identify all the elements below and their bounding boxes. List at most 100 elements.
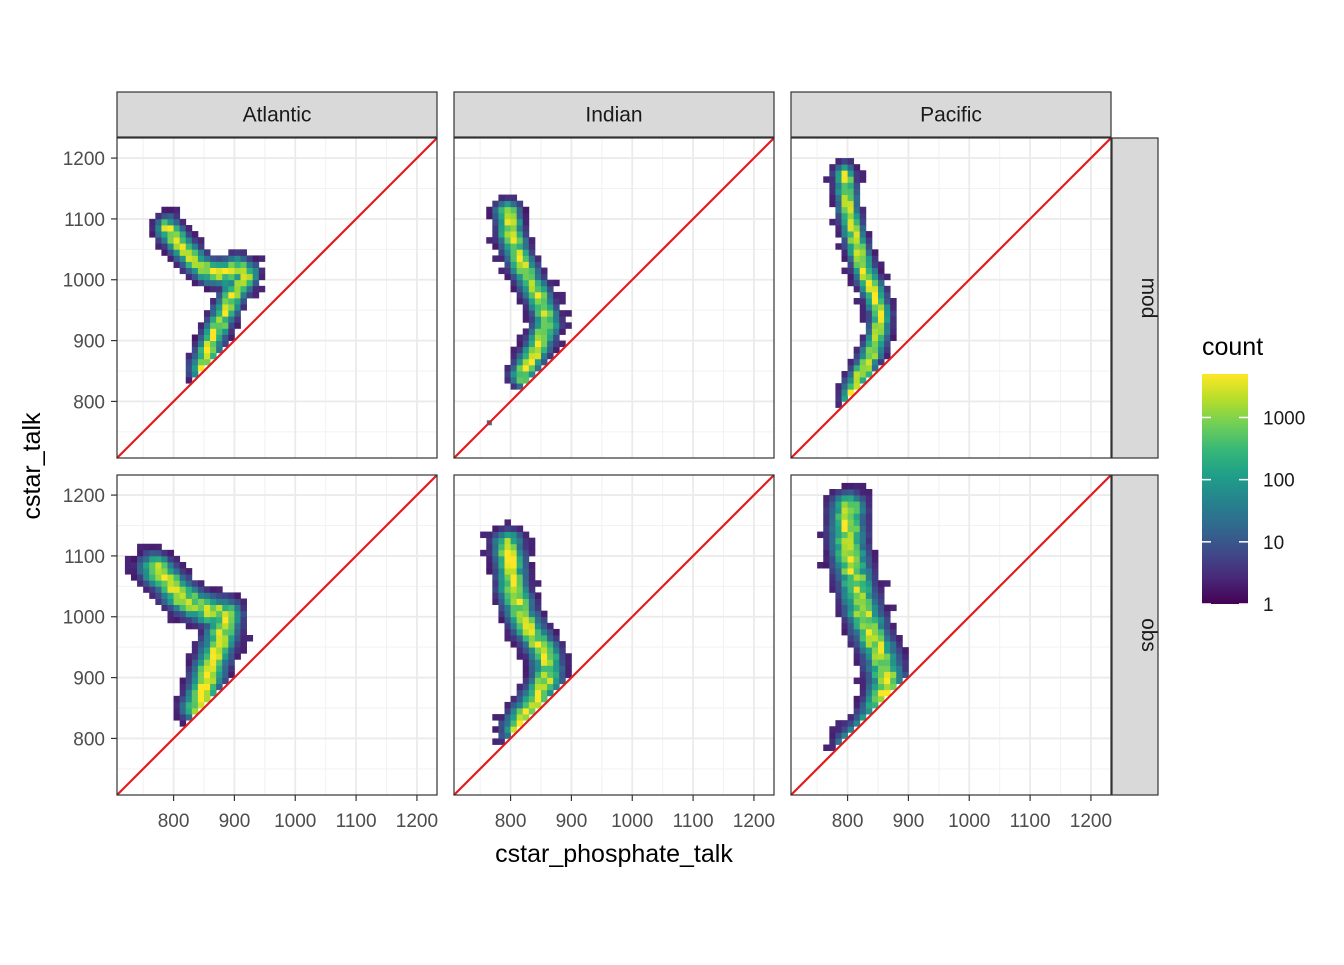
heatmap-bin: [504, 708, 511, 715]
heatmap-bin: [847, 255, 855, 262]
heatmap-bin: [498, 224, 505, 232]
heatmap-bin: [859, 701, 867, 709]
heatmap-bin: [504, 568, 511, 575]
heatmap-bin: [871, 580, 879, 587]
heatmap-bin: [197, 677, 205, 685]
heatmap-bin: [155, 568, 162, 575]
heatmap-bin: [137, 543, 144, 551]
heatmap-bin: [853, 592, 861, 599]
heatmap-bin: [853, 482, 861, 490]
heatmap-bin: [847, 249, 855, 256]
heatmap-bin: [859, 304, 867, 311]
heatmap-bin: [130, 561, 138, 569]
heatmap-bin: [228, 641, 235, 648]
heatmap-bin: [877, 628, 885, 636]
heatmap-bin: [547, 316, 554, 323]
heatmap-bin: [216, 298, 223, 305]
heatmap-bin: [841, 537, 848, 545]
heatmap-bin: [835, 738, 842, 745]
panel-indian-mod: Indian: [453, 91, 775, 459]
heatmap-bin: [896, 653, 903, 660]
heatmap-bin: [504, 604, 511, 612]
heatmap-bin: [859, 377, 867, 384]
heatmap-bin: [234, 322, 241, 329]
heatmap-bin: [510, 549, 518, 557]
heatmap-bin: [498, 218, 505, 226]
heatmap-bin: [155, 231, 162, 238]
heatmap-bin: [210, 683, 217, 691]
heatmap-bin: [835, 164, 842, 171]
heatmap-bin: [871, 255, 879, 262]
heatmap-bin: [137, 574, 144, 581]
heatmap-bin: [522, 358, 530, 366]
heatmap-bin: [504, 586, 511, 593]
heatmap-bin: [504, 732, 511, 739]
heatmap-bin: [522, 206, 530, 214]
heatmap-bin: [841, 616, 848, 624]
heatmap-bin: [234, 610, 241, 618]
heatmap-bin: [504, 377, 511, 384]
heatmap-bin: [522, 371, 530, 378]
heatmap-bin: [528, 653, 536, 660]
heatmap-bin: [522, 279, 530, 287]
heatmap-bin: [853, 267, 861, 275]
heatmap-bins: [486, 194, 572, 426]
heatmap-bin: [234, 298, 241, 305]
heatmap-bin: [216, 279, 223, 287]
heatmap-bin: [191, 273, 199, 281]
heatmap-bin: [829, 218, 836, 226]
heatmap-bin: [130, 555, 138, 563]
heatmap-bin: [847, 200, 855, 208]
heatmap-bin: [228, 279, 235, 287]
heatmap-bin: [228, 653, 235, 660]
heatmap-bin: [859, 346, 867, 354]
heatmap-bin: [197, 334, 205, 341]
heatmap-bin: [884, 683, 891, 691]
heatmap-bin: [216, 647, 223, 654]
heatmap-bin: [228, 328, 235, 335]
heatmap-bin: [853, 574, 861, 581]
legend-tick-label: 1: [1263, 595, 1274, 616]
heatmap-bin: [890, 647, 897, 654]
heatmap-bin: [865, 574, 873, 581]
heatmap-bin: [853, 598, 861, 605]
heatmap-bin: [890, 653, 897, 660]
heatmap-bin: [853, 659, 861, 666]
heatmap-bin: [553, 322, 560, 329]
heatmap-bin: [829, 501, 836, 508]
heatmap-bin: [197, 580, 205, 587]
heatmap-bin: [547, 310, 554, 317]
panel-border: [453, 474, 775, 796]
heatmap-bin: [877, 267, 885, 275]
heatmap-bin: [252, 261, 260, 268]
heatmap-bin: [890, 665, 897, 672]
facet-label-obs: obs: [1137, 618, 1160, 652]
heatmap-bin: [841, 513, 848, 520]
heatmap-bin: [173, 261, 181, 268]
x-tick-label: 1200: [733, 811, 775, 832]
heatmap-bin: [522, 537, 530, 545]
heatmap-bin: [865, 653, 873, 660]
heatmap-bin: [853, 628, 861, 636]
heatmap-bin: [853, 555, 861, 563]
heatmap-bin: [841, 622, 848, 630]
heatmap-bin: [498, 574, 505, 581]
heatmap-bin: [829, 543, 836, 551]
heatmap-bin: [884, 273, 891, 281]
heatmap-bin: [859, 170, 867, 177]
heatmap-bin: [155, 580, 162, 587]
heatmap-bin: [847, 507, 855, 514]
heatmap-bin: [865, 598, 873, 605]
heatmap-bin: [185, 616, 193, 624]
heatmap-bin: [210, 352, 217, 360]
heatmap-bin: [853, 604, 861, 612]
heatmap-bin: [847, 212, 855, 220]
heatmap-bin: [890, 298, 897, 305]
heatmap-bin: [516, 531, 524, 539]
heatmap-bin: [492, 237, 499, 244]
heatmap-bin: [835, 501, 842, 508]
heatmap-bin: [534, 604, 542, 612]
heatmap-bin: [516, 561, 524, 569]
heatmap-bin: [865, 298, 873, 305]
heatmap-bin: [210, 653, 217, 660]
